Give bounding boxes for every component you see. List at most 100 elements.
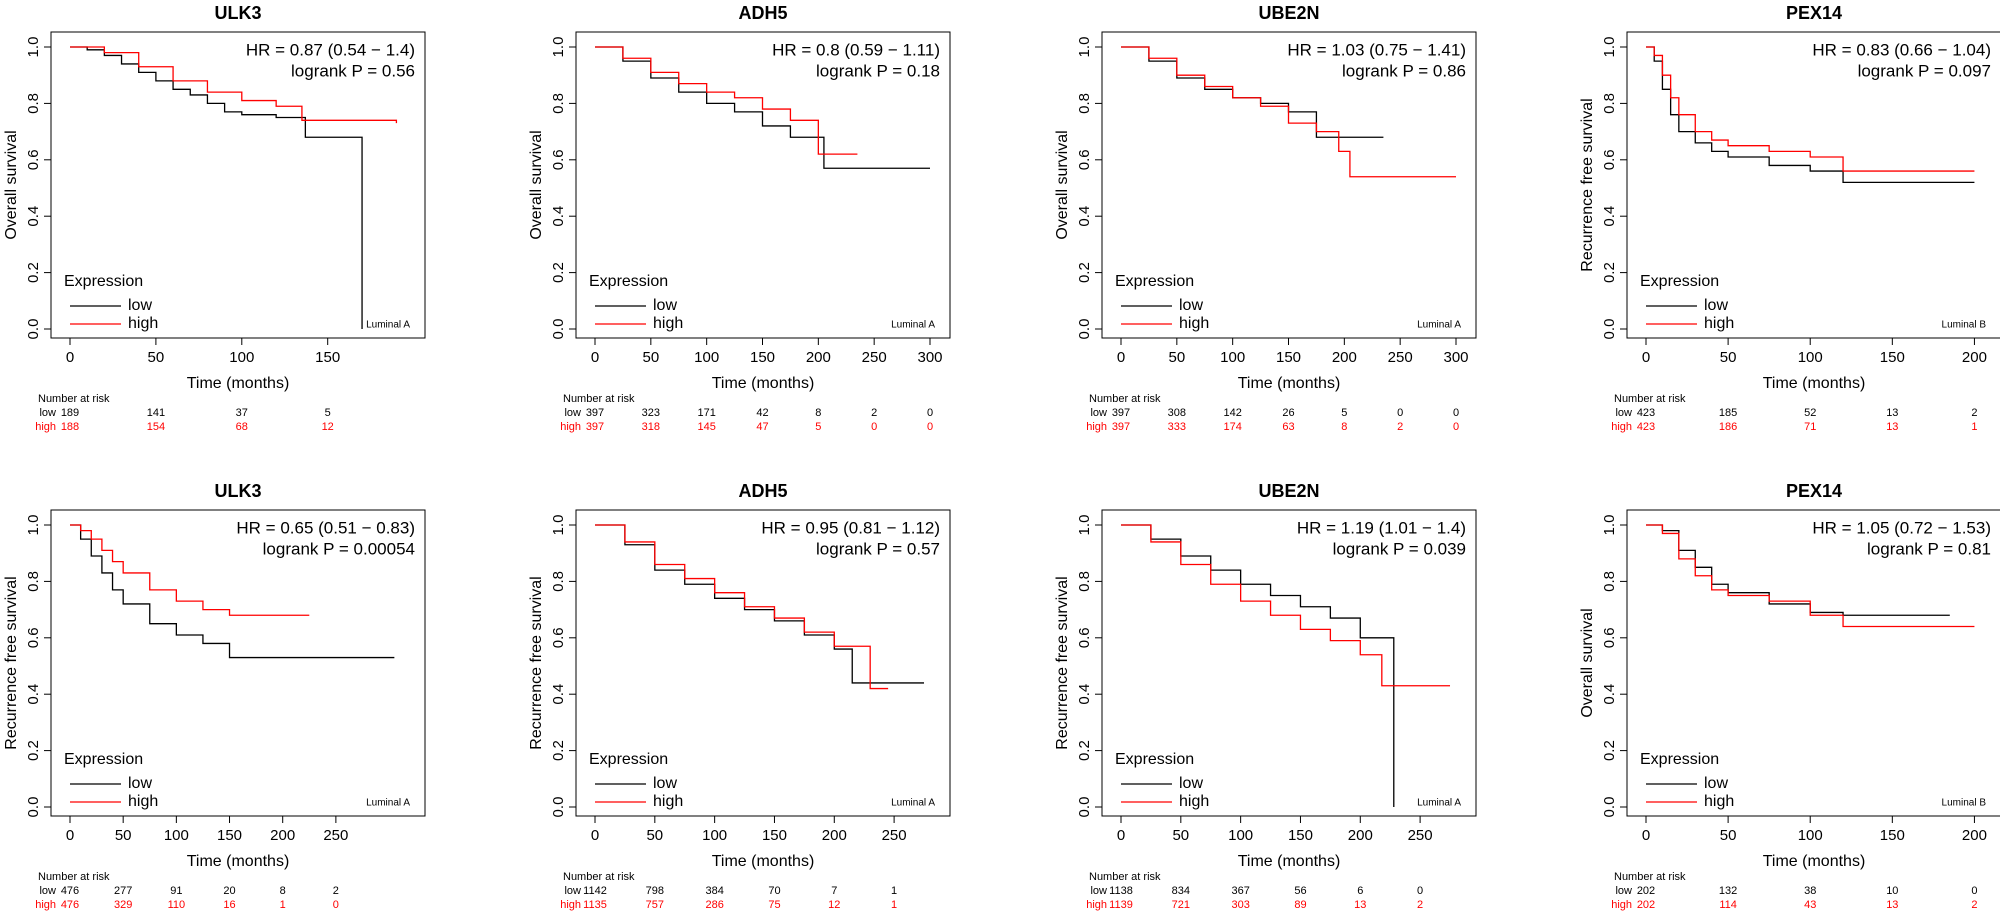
risk-value: 171 xyxy=(697,407,715,419)
y-tick-label: 0.2 xyxy=(550,740,567,761)
plot-box xyxy=(1626,31,2000,339)
y-tick-label: 0.0 xyxy=(25,797,42,818)
risk-value: 202 xyxy=(1637,885,1655,897)
y-tick-label: 0.8 xyxy=(25,571,42,592)
y-tick-label: 0.8 xyxy=(550,571,567,592)
risk-value: 0 xyxy=(1971,885,1977,897)
y-tick-label: 0.8 xyxy=(25,93,42,114)
risk-value: 721 xyxy=(1172,899,1190,911)
risk-value: 329 xyxy=(114,899,132,911)
risk-value: 1 xyxy=(1971,421,1977,433)
hazard-ratio: HR = 0.83 (0.66 − 1.04) xyxy=(1812,40,1991,59)
x-tick-label: 250 xyxy=(1388,349,1413,366)
risk-value: 397 xyxy=(1112,421,1130,433)
x-tick-label: 0 xyxy=(591,827,599,844)
risk-value: 1 xyxy=(891,885,897,897)
risk-value: 5 xyxy=(325,407,331,419)
legend-label: high xyxy=(1704,793,1734,810)
legend-label: low xyxy=(653,775,677,792)
x-axis-label: Time (months) xyxy=(187,375,290,392)
risk-value: 132 xyxy=(1719,885,1737,897)
y-tick-label: 0.2 xyxy=(1601,262,1618,283)
x-tick-label: 150 xyxy=(762,827,787,844)
x-tick-label: 50 xyxy=(1168,349,1185,366)
x-axis-label: Time (months) xyxy=(1763,375,1866,392)
risk-row-label: low xyxy=(1615,407,1632,419)
risk-value: 333 xyxy=(1168,421,1186,433)
legend-title: Expression xyxy=(1115,273,1194,290)
survival-curve xyxy=(595,524,889,690)
risk-row-label: high xyxy=(560,421,581,433)
risk-value: 798 xyxy=(646,885,664,897)
x-tick-label: 50 xyxy=(1720,349,1737,366)
subtype-note: Luminal B xyxy=(1942,320,1987,331)
x-tick-label: 100 xyxy=(1220,349,1245,366)
legend-label: low xyxy=(653,297,677,314)
legend-label: low xyxy=(128,297,152,314)
survival-curve xyxy=(70,524,395,659)
risk-value: 2 xyxy=(871,407,877,419)
risk-value: 2 xyxy=(333,885,339,897)
y-tick-label: 0.2 xyxy=(1076,262,1093,283)
chart-title: UBE2N xyxy=(1258,3,1319,23)
risk-value: 6 xyxy=(1357,885,1363,897)
y-tick-label: 0.4 xyxy=(1076,206,1093,227)
x-tick-label: 200 xyxy=(1962,827,1987,844)
risk-value: 13 xyxy=(1886,407,1898,419)
y-axis-label: Overall survival xyxy=(1579,608,1596,717)
risk-value: 13 xyxy=(1886,899,1898,911)
x-tick-label: 200 xyxy=(1332,349,1357,366)
legend-label: low xyxy=(1179,775,1203,792)
x-axis-label: Time (months) xyxy=(712,375,815,392)
y-tick-label: 0.4 xyxy=(1601,206,1618,227)
risk-value: 303 xyxy=(1231,899,1249,911)
y-tick-label: 0.6 xyxy=(25,149,42,170)
chart-title: ULK3 xyxy=(214,481,261,501)
risk-value: 91 xyxy=(170,885,182,897)
risk-row-label: low xyxy=(1615,885,1632,897)
legend-title: Expression xyxy=(1640,273,1719,290)
x-tick-label: 0 xyxy=(1642,827,1650,844)
x-tick-label: 100 xyxy=(1798,349,1823,366)
risk-value: 2 xyxy=(1397,421,1403,433)
y-tick-label: 0.4 xyxy=(1076,684,1093,705)
risk-value: 8 xyxy=(1341,421,1347,433)
risk-value: 318 xyxy=(642,421,660,433)
y-tick-label: 0.2 xyxy=(1601,740,1618,761)
hazard-ratio: HR = 0.65 (0.51 − 0.83) xyxy=(236,518,415,537)
risk-value: 0 xyxy=(1453,407,1459,419)
risk-value: 186 xyxy=(1719,421,1737,433)
chart-title: ADH5 xyxy=(738,481,787,501)
risk-value: 43 xyxy=(1804,899,1816,911)
x-tick-label: 0 xyxy=(1117,827,1125,844)
hazard-ratio: HR = 1.05 (0.72 − 1.53) xyxy=(1812,518,1991,537)
risk-value: 20 xyxy=(223,885,235,897)
x-tick-label: 150 xyxy=(750,349,775,366)
x-tick-label: 0 xyxy=(1642,349,1650,366)
plot-box xyxy=(1101,509,1477,817)
x-tick-label: 0 xyxy=(66,349,74,366)
risk-value: 5 xyxy=(1341,407,1347,419)
risk-value: 308 xyxy=(1168,407,1186,419)
x-tick-label: 100 xyxy=(164,827,189,844)
logrank-p: logrank P = 0.56 xyxy=(291,61,415,80)
y-tick-label: 0.4 xyxy=(550,684,567,705)
risk-title: Number at risk xyxy=(563,393,635,405)
risk-value: 37 xyxy=(236,407,248,419)
risk-row-label: high xyxy=(1086,899,1107,911)
plot-box xyxy=(575,509,951,817)
risk-value: 12 xyxy=(322,421,334,433)
risk-value: 423 xyxy=(1637,421,1655,433)
y-tick-label: 0.8 xyxy=(1601,93,1618,114)
y-tick-label: 0.4 xyxy=(1601,684,1618,705)
x-tick-label: 150 xyxy=(1288,827,1313,844)
x-tick-label: 50 xyxy=(115,827,132,844)
x-tick-label: 0 xyxy=(591,349,599,366)
y-tick-label: 1.0 xyxy=(1076,515,1093,536)
x-tick-label: 100 xyxy=(702,827,727,844)
risk-value: 757 xyxy=(646,899,664,911)
y-tick-label: 0.6 xyxy=(550,149,567,170)
